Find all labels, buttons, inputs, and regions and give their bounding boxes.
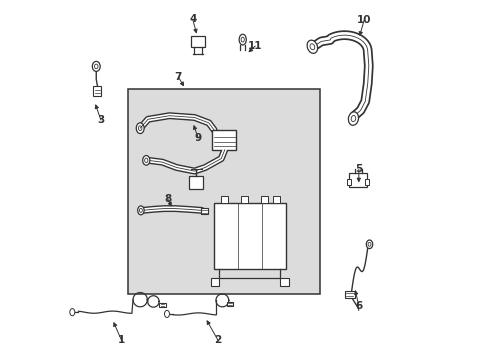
Bar — [210, 278, 219, 287]
Bar — [212, 130, 235, 150]
Ellipse shape — [239, 34, 246, 45]
Text: 2: 2 — [214, 335, 221, 345]
Bar — [280, 278, 288, 287]
Text: 10: 10 — [356, 15, 371, 25]
Bar — [344, 291, 354, 297]
Ellipse shape — [366, 240, 372, 249]
Bar — [365, 179, 368, 185]
Bar — [272, 196, 280, 203]
Ellipse shape — [70, 309, 75, 316]
Bar — [346, 179, 350, 185]
Ellipse shape — [136, 123, 144, 134]
Ellipse shape — [92, 62, 100, 71]
Ellipse shape — [142, 156, 149, 165]
Text: 8: 8 — [164, 194, 171, 204]
Bar — [241, 196, 247, 203]
Bar — [226, 302, 233, 306]
Bar — [214, 203, 285, 269]
Bar — [190, 36, 205, 47]
Ellipse shape — [306, 40, 317, 53]
Text: 5: 5 — [354, 164, 362, 174]
Bar — [260, 196, 267, 203]
Text: 3: 3 — [97, 115, 104, 125]
Text: 7: 7 — [174, 72, 182, 82]
Text: 6: 6 — [354, 301, 362, 311]
Bar — [348, 173, 366, 187]
Ellipse shape — [164, 310, 169, 318]
Text: 9: 9 — [194, 133, 201, 143]
Ellipse shape — [347, 112, 358, 125]
Bar — [189, 176, 203, 189]
Bar — [93, 86, 101, 96]
Bar — [128, 89, 319, 294]
Bar — [159, 303, 165, 307]
Text: 1: 1 — [118, 335, 124, 345]
Text: 11: 11 — [247, 41, 262, 51]
Bar — [221, 196, 228, 203]
Ellipse shape — [138, 206, 144, 215]
Text: 4: 4 — [189, 14, 196, 24]
Bar — [201, 208, 207, 214]
